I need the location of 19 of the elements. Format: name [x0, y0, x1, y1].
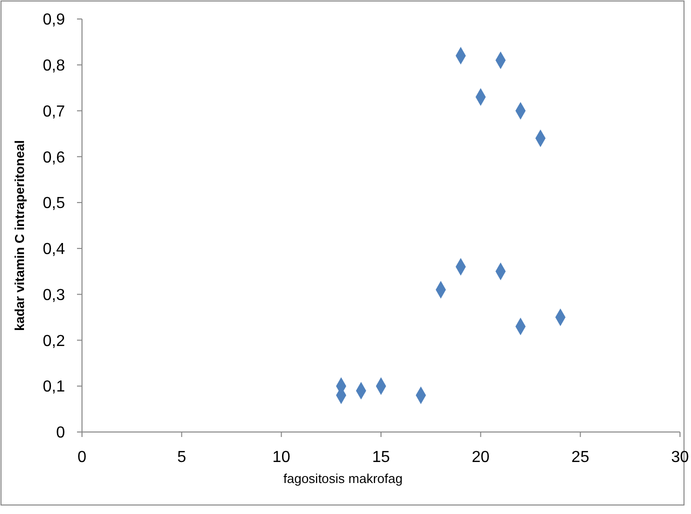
x-tick-label: 30: [671, 449, 689, 466]
x-tick-label: 25: [571, 449, 590, 466]
x-axis-title: fagositosis makrofag: [283, 471, 403, 486]
x-tick-label: 5: [177, 449, 186, 466]
y-tick-label: 0,5: [42, 195, 66, 212]
y-tick-label: 0,9: [42, 12, 66, 29]
y-tick-label: 0,1: [42, 378, 66, 396]
x-tick-label: 20: [472, 449, 490, 466]
y-tick-label: 0,4: [42, 241, 66, 258]
y-axis-title: kadar vitamin C intraperitoneal: [12, 140, 27, 331]
y-tick-label: 0,8: [42, 57, 66, 74]
y-tick-label: 0,3: [42, 286, 66, 304]
x-tick-label: 15: [372, 449, 390, 466]
y-tick-label: 0,7: [42, 103, 66, 120]
y-tick-label: 0,2: [42, 332, 66, 350]
x-tick-label: 10: [272, 449, 290, 466]
y-tick-label: 0,6: [42, 149, 66, 166]
y-tick-label: 0: [56, 424, 66, 442]
x-tick-label: 0: [78, 449, 87, 466]
